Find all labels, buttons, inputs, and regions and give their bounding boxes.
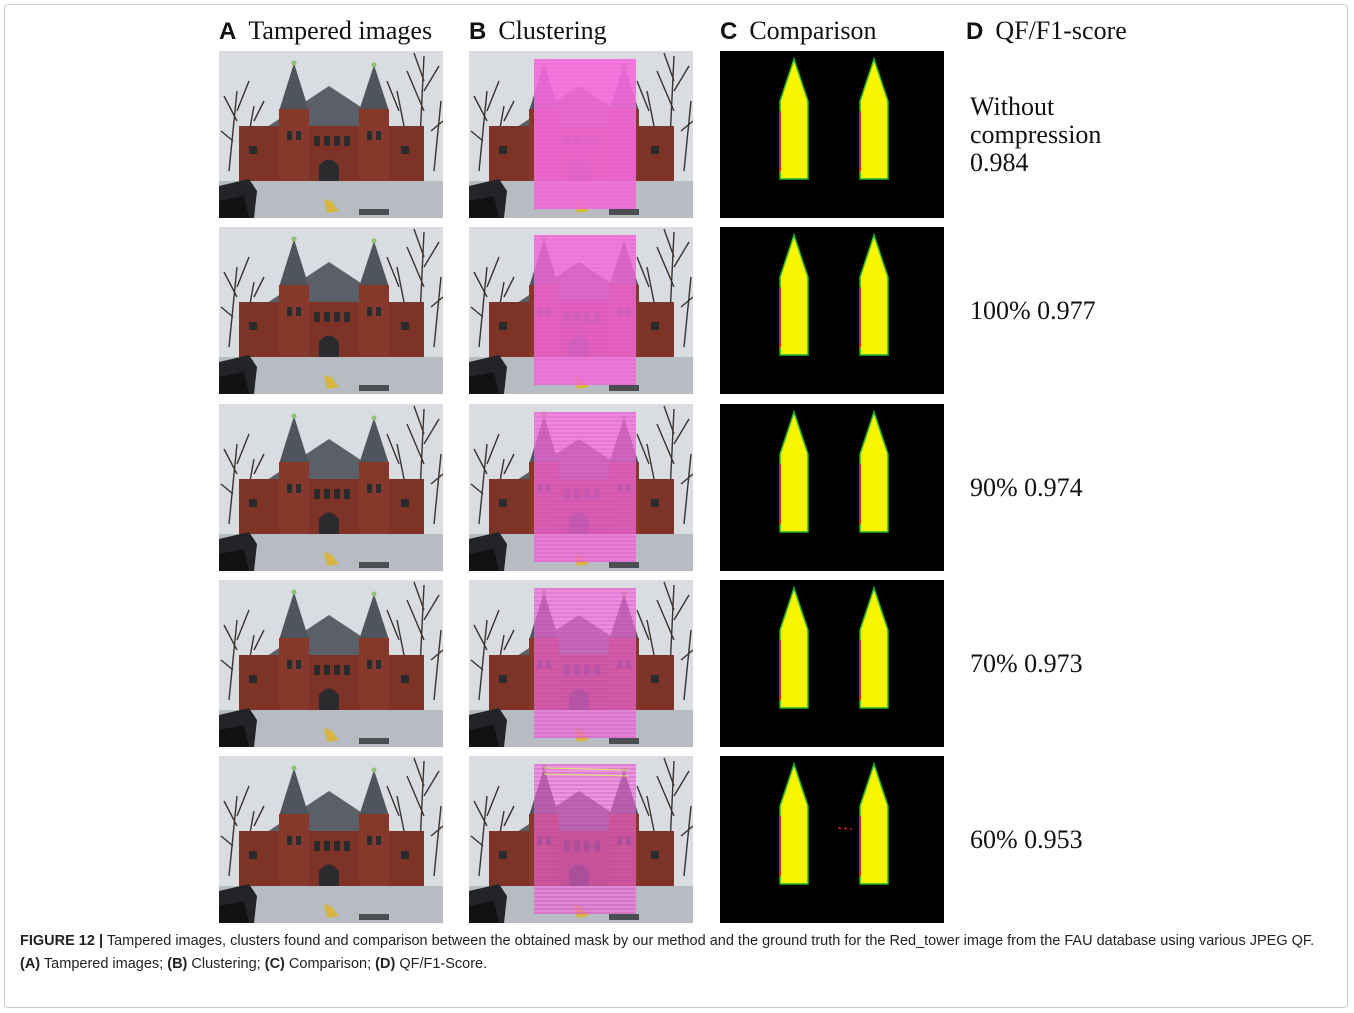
qf-label: Without compression — [970, 93, 1120, 149]
comparison-mask — [720, 51, 944, 218]
caption-key: (B) — [167, 956, 187, 972]
qf-score: 90% 0.974 — [970, 474, 1270, 502]
comparison-mask — [720, 227, 944, 394]
caption-label: FIGURE 12 | — [20, 933, 103, 949]
panel-title: Comparison — [749, 16, 876, 45]
panel-letter: B — [469, 18, 486, 45]
caption-key: (D) — [375, 956, 395, 972]
clustering-image — [469, 580, 693, 747]
f1-score: 0.974 — [1024, 473, 1083, 502]
comparison-mask — [720, 404, 944, 571]
f1-score: 0.977 — [1037, 296, 1096, 325]
qf-label: 90% — [970, 473, 1018, 502]
qf-label: 100% — [970, 296, 1031, 325]
f1-score: 0.984 — [970, 149, 1270, 177]
qf-label: 70% — [970, 649, 1018, 678]
qf-score: 60% 0.953 — [970, 826, 1270, 854]
qf-score: 100% 0.977 — [970, 297, 1270, 325]
panel-letter: A — [219, 18, 236, 45]
caption-text: Tampered images, clusters found and comp… — [107, 933, 1314, 949]
clustering-image — [469, 756, 693, 923]
qf-score: 70% 0.973 — [970, 650, 1270, 678]
clustering-image — [469, 404, 693, 571]
qf-label: 60% — [970, 825, 1018, 854]
f1-score: 0.973 — [1024, 649, 1083, 678]
caption-key: (A) — [20, 956, 40, 972]
panel-letter: C — [720, 18, 737, 45]
column-header: B Clustering — [469, 16, 607, 46]
tampered-image — [219, 227, 443, 394]
tampered-image — [219, 580, 443, 747]
column-header: D QF/F1-score — [966, 16, 1127, 46]
column-header: C Comparison — [720, 16, 876, 46]
tampered-image — [219, 404, 443, 571]
clustering-image — [469, 227, 693, 394]
panel-letter: D — [966, 18, 983, 45]
caption-item: QF/F1-Score. — [399, 956, 487, 972]
caption: FIGURE 12 | Tampered images, clusters fo… — [20, 930, 1320, 976]
caption-item: Tampered images; — [44, 956, 163, 972]
column-header: A Tampered images — [219, 16, 432, 46]
caption-key: (C) — [265, 956, 285, 972]
tampered-image — [219, 51, 443, 218]
tampered-image — [219, 756, 443, 923]
panel-title: QF/F1-score — [995, 16, 1126, 45]
caption-items: (A) Tampered images; (B) Clustering; (C)… — [20, 956, 487, 972]
comparison-mask — [720, 580, 944, 747]
comparison-mask — [720, 756, 944, 923]
f1-score: 0.953 — [1024, 825, 1083, 854]
caption-item: Clustering; — [191, 956, 260, 972]
caption-item: Comparison; — [289, 956, 371, 972]
panel-title: Clustering — [498, 16, 606, 45]
panel-title: Tampered images — [248, 16, 432, 45]
page: FIGURE 12 | Tampered images, clusters fo… — [0, 0, 1354, 1013]
clustering-image — [469, 51, 693, 218]
